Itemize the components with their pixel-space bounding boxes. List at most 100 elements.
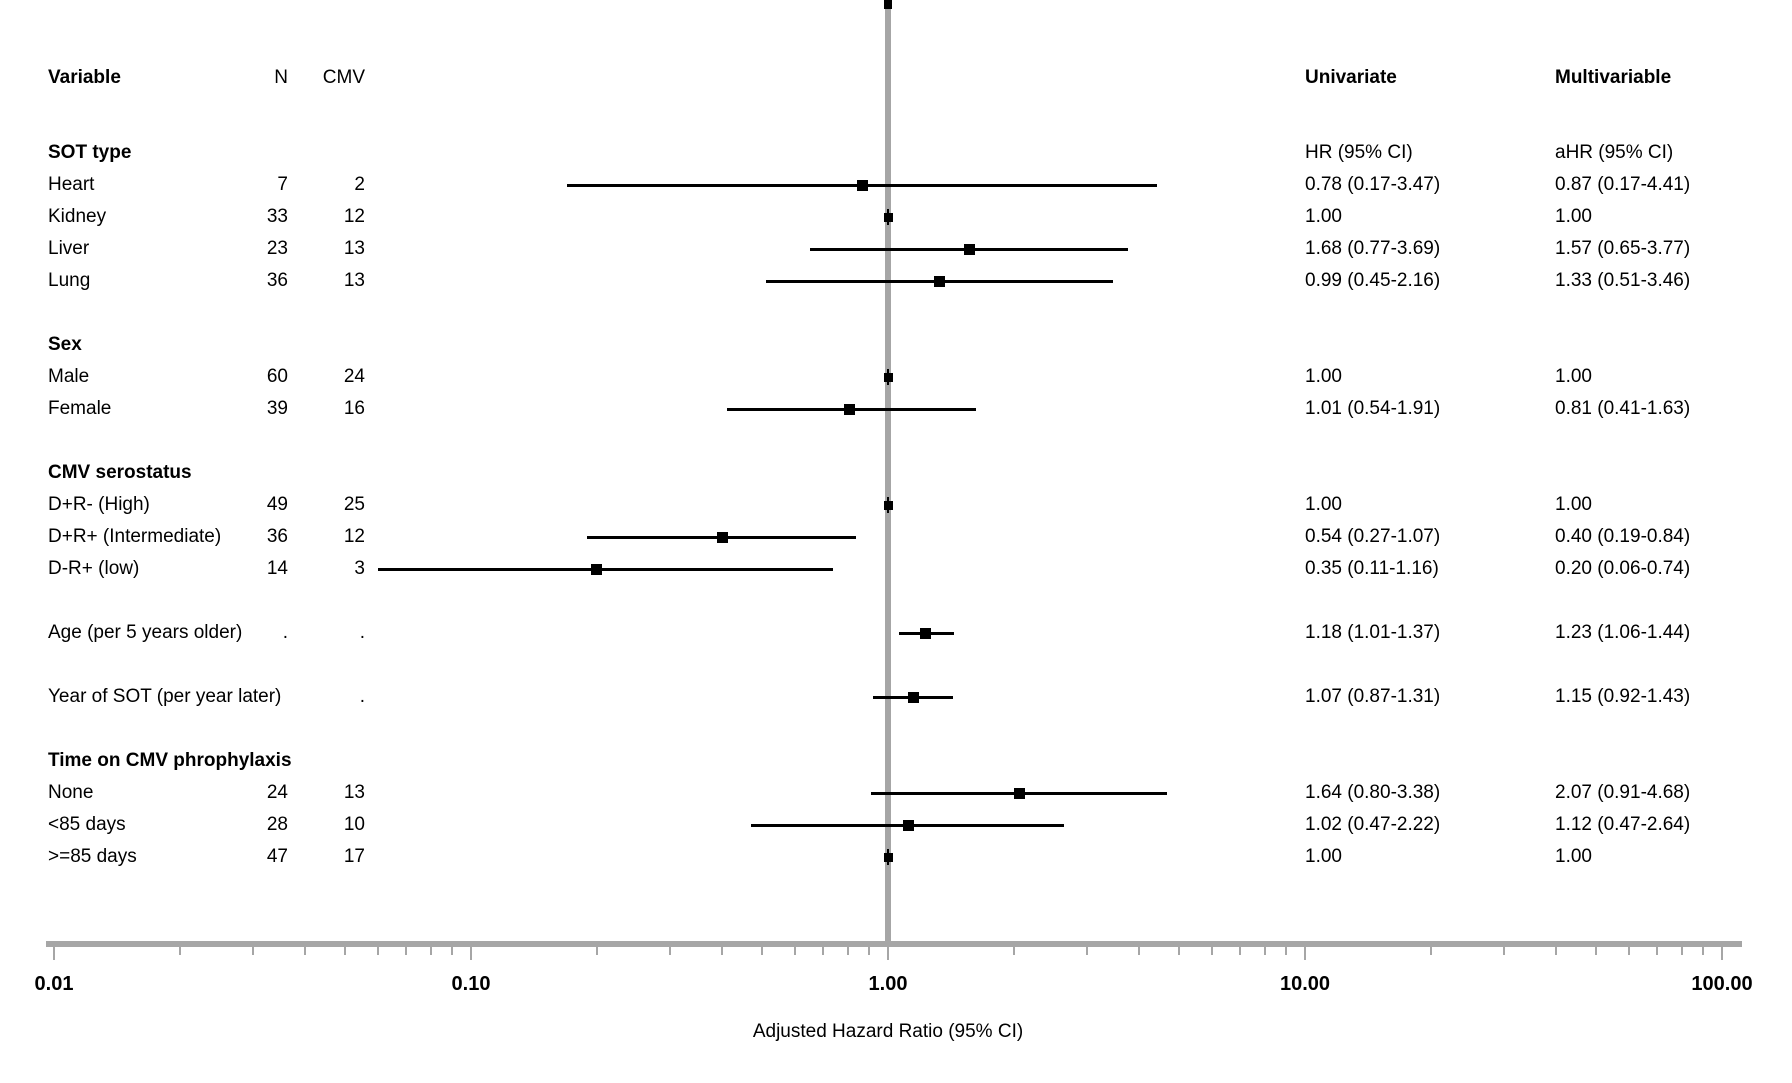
- marker-85-days: [903, 819, 915, 831]
- marker-d-r-intermediate: [716, 531, 728, 543]
- cell-multivariable: 1.33 (0.51-3.46): [1555, 270, 1691, 291]
- cell-cmv: 2: [354, 174, 365, 195]
- x-tick-label-0.01: 0.01: [34, 973, 74, 995]
- x-tick-minor: [822, 947, 825, 955]
- row-label: Heart: [48, 174, 95, 195]
- x-tick-label-0.10: 0.10: [451, 973, 491, 995]
- x-tick-minor: [1178, 947, 1181, 955]
- row-cmv-serostatus: CMV serostatus: [0, 457, 1792, 489]
- cell-n: 60: [266, 366, 288, 387]
- cell-multivariable: 1.00: [1555, 846, 1592, 867]
- row-label: Age (per 5 years older): [48, 622, 243, 643]
- marker-none: [1014, 787, 1026, 799]
- cell-n: 24: [266, 782, 288, 803]
- row-label: Time on CMV phrophylaxis: [48, 750, 292, 771]
- x-tick-minor: [429, 947, 432, 955]
- x-tick-label-1.00: 1.00: [868, 973, 908, 995]
- cell-cmv: 3: [354, 558, 365, 579]
- cell-univariate: 1.01 (0.54-1.91): [1305, 398, 1441, 419]
- cell-univariate: 1.00: [1305, 494, 1342, 515]
- x-axis-line: [46, 941, 1742, 947]
- cell-cmv: 12: [343, 526, 365, 547]
- row-kidney: Kidney 33 12 1.00 1.00: [0, 201, 1792, 233]
- marker-lung: [934, 275, 946, 287]
- row-label: D+R- (High): [48, 494, 150, 515]
- x-tick-major-0.01: [53, 947, 55, 960]
- cell-n: 33: [266, 206, 288, 227]
- x-tick-minor: [1263, 947, 1266, 955]
- row-label: Lung: [48, 270, 91, 291]
- x-tick-major-10.00: [1304, 947, 1306, 960]
- x-tick-minor: [1012, 947, 1015, 955]
- x-tick-minor: [1628, 947, 1631, 955]
- x-tick-minor: [1680, 947, 1683, 955]
- cell-univariate: 0.78 (0.17-3.47): [1305, 174, 1441, 195]
- cell-univariate: 1.00: [1305, 846, 1342, 867]
- x-tick-minor: [450, 947, 453, 955]
- row-d-r-low: D-R+ (low) 14 3 0.35 (0.11-1.16) 0.20 (0.06-…: [0, 553, 1792, 585]
- cell-multivariable: 0.87 (0.17-4.41): [1555, 174, 1691, 195]
- row-label: D+R+ (Intermediate): [48, 526, 222, 547]
- cell-n: 47: [266, 846, 288, 867]
- row-label: Sex: [48, 334, 82, 355]
- x-tick-minor: [1502, 947, 1505, 955]
- x-tick-minor: [761, 947, 764, 955]
- x-tick-minor: [1595, 947, 1598, 955]
- cell-cmv: 12: [343, 206, 365, 227]
- row-85-days: <85 days 28 10 1.02 (0.47-2.22) 1.12 (0.47-2…: [0, 809, 1792, 841]
- cell-univariate: 0.35 (0.11-1.16): [1305, 558, 1439, 579]
- marker-age-per-5-years-older: [919, 627, 931, 639]
- row-none: None 24 13 1.64 (0.80-3.38) 2.07 (0.91-4.68): [0, 777, 1792, 809]
- x-tick-minor: [595, 947, 598, 955]
- row-female: Female 39 16 1.01 (0.54-1.91) 0.81 (0.41-1.6…: [0, 393, 1792, 425]
- row-d-r-high: D+R- (High) 49 25 1.00 1.00: [0, 489, 1792, 521]
- cell-univariate: 1.02 (0.47-2.22): [1305, 814, 1441, 835]
- ref-marker-d-r-high: [883, 500, 893, 510]
- x-tick-label-10.00: 10.00: [1279, 973, 1331, 995]
- cell-cmv: 16: [343, 398, 365, 419]
- x-tick-major-1.00: [887, 947, 889, 960]
- row-heart: Heart 7 2 0.78 (0.17-3.47) 0.87 (0.17-4.41): [0, 169, 1792, 201]
- cell-cmv: 13: [343, 238, 365, 259]
- cell-cmv: 10: [343, 814, 365, 835]
- x-tick-minor: [1701, 947, 1704, 955]
- row-label: <85 days: [48, 814, 126, 835]
- x-tick-major-100.00: [1721, 947, 1723, 960]
- x-tick-minor: [251, 947, 254, 955]
- cell-n: 7: [277, 174, 288, 195]
- column-header-variable: Variable: [48, 67, 121, 88]
- cell-multivariable: 0.40 (0.19-0.84): [1555, 526, 1691, 547]
- row-label: SOT type: [48, 142, 132, 163]
- x-tick-minor: [1284, 947, 1287, 955]
- x-tick-minor: [668, 947, 671, 955]
- x-tick-minor: [344, 947, 347, 955]
- cell-multivariable: 0.81 (0.41-1.63): [1555, 398, 1691, 419]
- row-male: Male 60 24 1.00 1.00: [0, 361, 1792, 393]
- x-tick-major-0.10: [470, 947, 472, 960]
- cell-univariate: 1.07 (0.87-1.31): [1305, 686, 1441, 707]
- x-tick-minor: [304, 947, 307, 955]
- marker-heart: [857, 179, 869, 191]
- cell-multivariable: aHR (95% CI): [1555, 142, 1674, 163]
- row-label: Male: [48, 366, 90, 387]
- column-header-multivariable: Multivariable: [1555, 67, 1672, 88]
- top-tick: [884, 0, 892, 9]
- x-tick-minor: [1656, 947, 1659, 955]
- row-year-of-sot-per-year-later: Year of SOT (per year later). 1.07 (0.87-…: [0, 681, 1792, 713]
- cell-cmv: 13: [343, 270, 365, 291]
- row-85-days: >=85 days 47 17 1.00 1.00: [0, 841, 1792, 873]
- x-tick-minor: [721, 947, 724, 955]
- column-header-cmv: CMV: [322, 67, 365, 88]
- x-tick-minor: [1429, 947, 1432, 955]
- row-label: Year of SOT (per year later): [48, 686, 282, 707]
- x-axis-title: Adjusted Hazard Ratio (95% CI): [752, 1021, 1024, 1042]
- cell-cmv: .: [359, 622, 365, 643]
- cell-multivariable: 0.20 (0.06-0.74): [1555, 558, 1691, 579]
- x-tick-minor: [867, 947, 870, 955]
- row-label: None: [48, 782, 94, 803]
- row-lung: Lung 36 13 0.99 (0.45-2.16) 1.33 (0.51-3.46): [0, 265, 1792, 297]
- cell-multivariable: 1.00: [1555, 366, 1592, 387]
- cell-n: 23: [266, 238, 288, 259]
- cell-multivariable: 1.12 (0.47-2.64): [1555, 814, 1691, 835]
